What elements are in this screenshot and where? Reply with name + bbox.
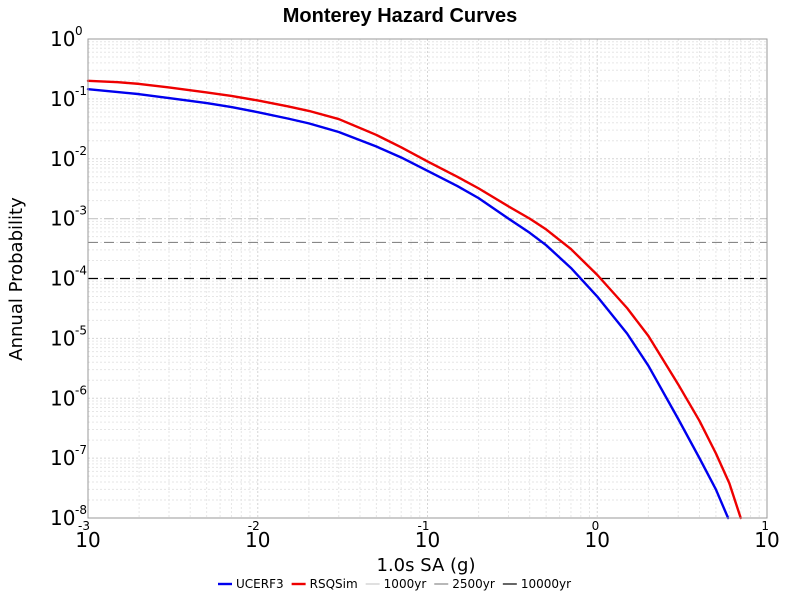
legend-label: 1000yr: [384, 577, 427, 591]
y-tick-exponent: -5: [75, 323, 87, 337]
x-tick-exponent: -3: [78, 519, 90, 533]
y-tick-label: 10: [50, 267, 75, 291]
y-tick-exponent: -7: [75, 443, 87, 457]
y-tick-exponent: -6: [75, 383, 87, 397]
y-tick-label: 10: [50, 207, 75, 231]
y-tick-label: 10: [50, 326, 75, 350]
y-tick-label: 10: [50, 87, 75, 111]
y-tick-label: 10: [50, 506, 75, 530]
x-tick-exponent: -1: [418, 519, 430, 533]
y-tick-exponent: -1: [75, 84, 87, 98]
legend: UCERF3 RSQSim 1000yr 2500yr 10000yr: [218, 577, 571, 591]
y-tick-label: 10: [50, 147, 75, 171]
reference-lines: [88, 218, 767, 280]
x-tick-exponent: 1: [761, 519, 769, 533]
x-tick-label: 10: [585, 528, 610, 552]
series-line-ucerf3: [86, 88, 730, 520]
legend-label: UCERF3: [236, 577, 284, 591]
legend-label: RSQSim: [310, 577, 358, 591]
x-tick-exponent: -2: [248, 519, 260, 533]
y-tick-exponent: 0: [75, 24, 83, 38]
legend-label: 10000yr: [521, 577, 571, 591]
y-tick-label: 10: [50, 446, 75, 470]
y-tick-label: 10: [50, 27, 75, 51]
chart-title: Monterey Hazard Curves: [283, 5, 518, 27]
y-tick-exponent: -2: [75, 144, 87, 158]
x-tick-label: 10: [245, 528, 270, 552]
y-tick-exponent: -3: [75, 204, 87, 218]
series-line-rsqsim: [86, 79, 742, 520]
x-tick-label: 10: [415, 528, 440, 552]
y-tick-exponent: -4: [75, 264, 87, 278]
legend-label: 2500yr: [452, 577, 495, 591]
y-axis-label: Annual Probability: [6, 197, 27, 361]
x-tick-label: 10: [754, 528, 779, 552]
series-lines: [86, 79, 742, 520]
y-tick-label: 10: [50, 386, 75, 410]
x-tick-label: 10: [75, 528, 100, 552]
x-axis-label: 1.0s SA (g): [377, 555, 476, 576]
y-tick-exponent: -8: [75, 503, 87, 517]
x-tick-exponent: 0: [592, 519, 600, 533]
plot-frame: [87, 38, 768, 519]
